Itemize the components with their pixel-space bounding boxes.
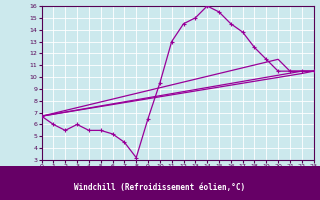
Text: Windchill (Refroidissement éolien,°C): Windchill (Refroidissement éolien,°C) [75, 183, 245, 192]
